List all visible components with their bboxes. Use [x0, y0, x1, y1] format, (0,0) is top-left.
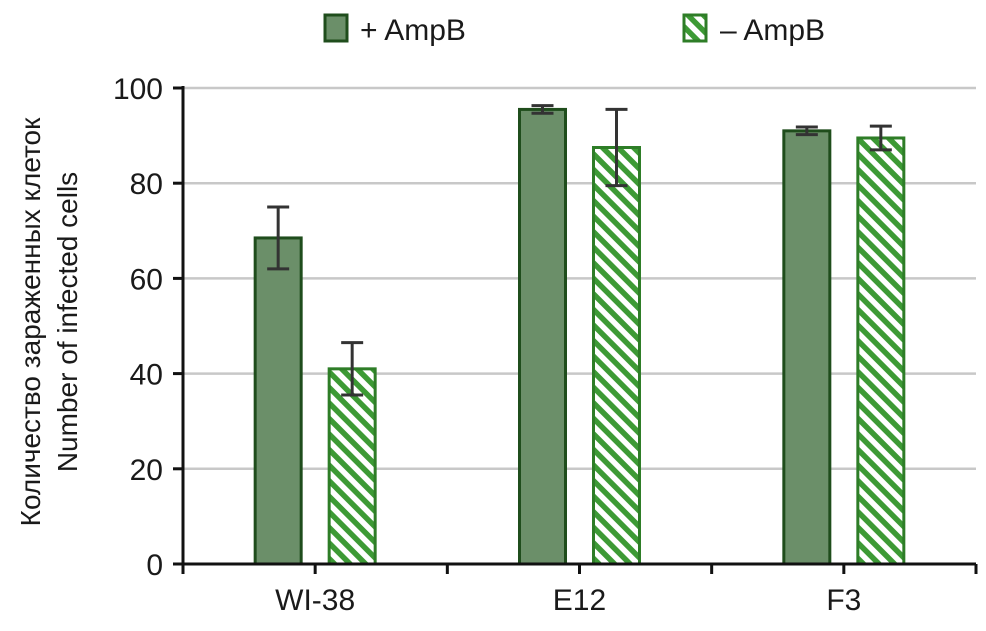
- error-bar-s0-c0: [267, 205, 290, 271]
- error-bar-s0-c1: [531, 104, 554, 115]
- bar-s0-c2: [782, 129, 832, 566]
- bars: [253, 107, 906, 566]
- y-tick-label-80: 80: [130, 168, 163, 201]
- axes: [173, 86, 978, 574]
- error-bar-s1-c0: [341, 341, 364, 397]
- bar-s1-c1: [592, 146, 641, 566]
- legend: + AmpB – AmpB: [323, 13, 825, 47]
- y-tick-label-20: 20: [130, 454, 163, 487]
- legend-item-plus-ampb: + AmpB: [323, 13, 466, 47]
- error-bar-s1-c2: [869, 124, 892, 152]
- y-axis-label-line-1: Количество зараженных клеток: [15, 117, 46, 526]
- legend-swatch-plus-ampb: [323, 13, 349, 43]
- category-label-0: WI-38: [275, 584, 355, 617]
- bar-s1-c2: [856, 136, 906, 566]
- y-tick-label-100: 100: [113, 73, 163, 106]
- y-tick-label-40: 40: [130, 359, 163, 392]
- tick-labels: 0 20 40 60 80 100 WI-38 E12 F3: [113, 73, 861, 617]
- y-axis-label-line-2: Number of infected cells: [52, 172, 83, 472]
- gridlines: [183, 86, 976, 471]
- error-bar-s1-c1: [605, 107, 628, 188]
- bar-s1-c0: [327, 367, 377, 566]
- y-axis-label: Количество зараженных клеток Number of i…: [15, 117, 83, 526]
- category-label-2: F3: [826, 584, 861, 617]
- legend-item-minus-ampb: – AmpB: [682, 13, 825, 47]
- category-label-1: E12: [553, 584, 606, 617]
- bar-s0-c1: [518, 107, 567, 566]
- legend-label-minus-ampb: – AmpB: [720, 14, 825, 47]
- error-bar-s0-c2: [795, 125, 818, 137]
- y-tick-label-60: 60: [130, 263, 163, 296]
- legend-label-plus-ampb: + AmpB: [360, 14, 466, 47]
- legend-swatch-minus-ampb: [682, 13, 708, 43]
- bar-s0-c0: [253, 236, 303, 566]
- error-bars: [267, 104, 892, 397]
- y-tick-label-0: 0: [146, 549, 163, 582]
